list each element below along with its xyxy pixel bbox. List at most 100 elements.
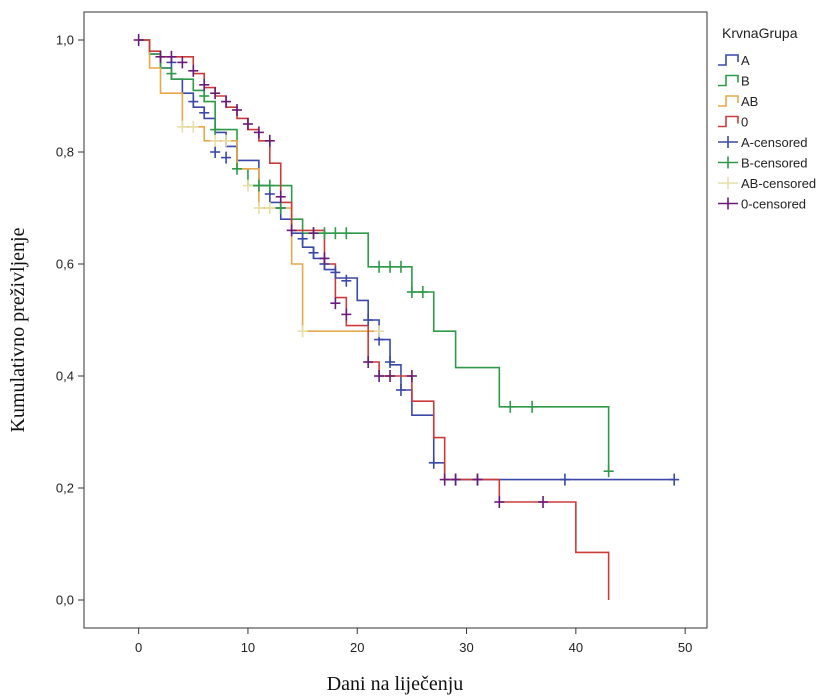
censor-mark-0	[374, 370, 385, 382]
legend-label: AB	[741, 94, 758, 109]
censor-mark-AB	[188, 120, 199, 133]
censor-mark-B	[395, 260, 406, 273]
censor-mark-0	[330, 297, 341, 310]
censor-mark-AB	[177, 120, 188, 133]
legend: KrvnaGrupa AB AB 0 A-censored B-censored AB-ce…	[718, 25, 816, 212]
censor-mark-0	[341, 308, 352, 321]
censor-mark-B	[374, 260, 385, 273]
censor-mark-0	[188, 64, 199, 77]
censor-mark-0	[264, 134, 275, 147]
censor-mark-A	[188, 95, 199, 108]
censor-mark-B	[603, 465, 614, 478]
censor-mark-0	[319, 252, 330, 265]
censor-mark-0	[210, 87, 221, 100]
censor-mark-A	[395, 384, 406, 396]
censor-mark-A	[210, 146, 221, 158]
legend-label: A	[741, 53, 750, 68]
x-tick-label: 40	[569, 640, 583, 655]
censor-mark-B	[210, 123, 221, 136]
censor-mark-0	[450, 473, 461, 486]
censor-mark-0	[538, 496, 549, 508]
censor-mark-A	[297, 232, 308, 245]
censor-mark-B	[385, 260, 396, 273]
censor-mark-0	[221, 95, 232, 108]
x-tick-label: 30	[459, 640, 473, 655]
y-tick-label: 0,6	[56, 257, 74, 272]
x-axis-title: Dani na liječenju	[327, 673, 464, 695]
censor-mark-B	[319, 227, 330, 240]
legend-label: 0	[741, 115, 748, 130]
censor-mark-0	[232, 104, 243, 116]
series-line-AB	[138, 39, 380, 332]
censor-mark-AB	[374, 325, 385, 338]
censor-mark-0	[385, 370, 396, 382]
censor-mark-B	[406, 286, 417, 298]
censor-mark-A	[428, 456, 439, 469]
y-axis-title: Kumulativno preživljenje	[7, 227, 29, 432]
legend-swatch	[718, 95, 739, 107]
censor-mark-0	[242, 118, 253, 130]
legend-label: B	[741, 74, 750, 89]
censor-mark-A	[385, 356, 396, 368]
censor-layer	[133, 34, 680, 508]
legend-item: B-censored	[718, 156, 807, 171]
x-tick-label: 0	[135, 640, 142, 655]
plot-frame	[83, 11, 708, 629]
censor-mark-0	[275, 190, 286, 203]
axis-ticks: 0 10 20 30 40 50 0,0 0,2 0,4 0,6 0,8 1,0	[56, 33, 692, 656]
legend-label: B-censored	[741, 156, 807, 171]
legend-item: A	[718, 53, 750, 68]
censor-mark-B	[505, 400, 516, 413]
x-tick-label: 20	[350, 640, 364, 655]
censor-mark-0	[166, 50, 177, 63]
censor-mark-A	[308, 246, 319, 259]
censor-mark-0	[177, 56, 188, 69]
censor-mark-B	[199, 90, 210, 102]
legend-item: AB	[718, 94, 758, 109]
censor-mark-A	[559, 473, 570, 486]
censor-mark-0	[155, 50, 166, 63]
censor-mark-AB	[264, 202, 275, 214]
censor-mark-A	[330, 266, 341, 279]
y-tick-label: 0,8	[56, 145, 74, 160]
censor-mark-0	[253, 126, 264, 139]
censor-mark-A	[199, 106, 210, 119]
censor-mark-AB	[242, 179, 253, 192]
censor-mark-A	[341, 274, 352, 287]
censor-mark-B	[330, 227, 341, 240]
censor-mark-0	[133, 34, 144, 46]
y-tick-label: 1,0	[56, 33, 74, 48]
censor-mark-0	[199, 78, 210, 91]
censor-mark-A	[363, 314, 374, 326]
legend-swatch	[718, 115, 739, 128]
censor-mark-AB	[210, 134, 221, 147]
y-tick-label: 0,2	[56, 481, 74, 496]
censor-mark-0	[363, 356, 374, 368]
censor-mark-AB	[297, 325, 308, 338]
censor-mark-AB	[221, 134, 232, 147]
legend-label: 0-censored	[741, 197, 806, 212]
censor-mark-B	[232, 162, 243, 175]
y-tick-label: 0,0	[56, 593, 74, 608]
y-tick-label: 0,4	[56, 369, 74, 384]
censor-mark-0	[472, 473, 483, 486]
legend-swatch	[718, 54, 739, 66]
legend-item: B	[718, 74, 750, 89]
legend-swatch	[718, 74, 739, 87]
legend-item: A-censored	[718, 135, 807, 150]
censor-mark-0	[308, 227, 319, 240]
censor-mark-A	[221, 151, 232, 164]
censor-mark-B	[341, 227, 352, 240]
censor-mark-0	[439, 473, 450, 486]
censor-mark-B	[417, 286, 428, 298]
censor-mark-B	[264, 179, 275, 192]
censor-mark-A	[669, 473, 680, 486]
censor-mark-0	[406, 370, 417, 382]
censor-mark-B	[527, 400, 538, 413]
legend-label: AB-censored	[741, 176, 816, 191]
x-tick-label: 50	[678, 640, 692, 655]
legend-label: A-censored	[741, 135, 807, 150]
censor-mark-AB	[253, 202, 264, 214]
